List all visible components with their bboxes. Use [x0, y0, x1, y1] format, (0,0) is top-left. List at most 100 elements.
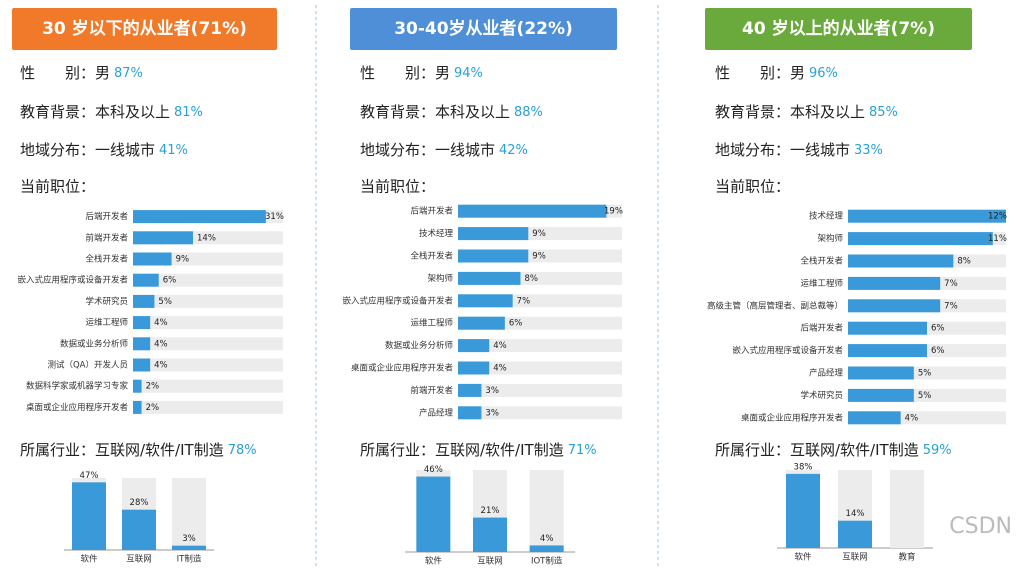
bar	[458, 271, 521, 285]
bar	[458, 361, 490, 375]
bar-track	[133, 316, 283, 330]
value-label: 9%	[532, 252, 546, 262]
column	[172, 545, 206, 550]
value-label: 3%	[485, 408, 499, 418]
category-label: 前端开发者	[410, 385, 453, 396]
category-label: 后端开发者	[85, 211, 128, 222]
stat-line: 地域分布：一线城市 41%	[20, 141, 188, 159]
category-label: 后端开发者	[410, 206, 453, 217]
value-label: 5%	[918, 391, 932, 401]
column-track	[890, 470, 924, 548]
value-label: 28%	[130, 498, 149, 508]
value-label: 38%	[794, 462, 813, 472]
column	[416, 476, 451, 552]
roles-label: 当前职位：	[20, 178, 95, 196]
category-label: 全栈开发者	[410, 251, 453, 262]
stat-value: 71%	[568, 443, 597, 458]
category-label: 前端开发者	[85, 232, 128, 243]
bar	[848, 299, 941, 313]
roles-label: 当前职位：	[715, 178, 790, 196]
header-box	[350, 8, 617, 50]
category-label: 学术研究员	[800, 390, 843, 401]
bar	[458, 339, 490, 353]
category-label: 嵌入式应用程序或设备开发者	[17, 275, 128, 286]
category-label: 数据或业务分析师	[385, 340, 454, 351]
stat-value: 88%	[514, 105, 543, 120]
bar	[848, 388, 914, 402]
category-label: 技术经理	[419, 228, 454, 239]
category-label: 软件	[794, 552, 812, 563]
bar-track	[133, 273, 283, 287]
value-label: 4%	[154, 318, 168, 328]
bar-track	[133, 358, 283, 372]
bar	[133, 294, 155, 308]
stat-line: 地域分布：一线城市 33%	[715, 141, 883, 159]
stat-line: 性 别：男 96%	[715, 64, 838, 82]
category-label: 高级主管（高层管理者、副总裁等）	[707, 300, 843, 311]
category-label: 互联网	[842, 553, 868, 563]
bar-track	[458, 339, 622, 353]
panel-title: 40 岁以上的从业者(7%)	[742, 18, 935, 39]
stat-line: 所属行业：互联网/软件/IT制造 59%	[715, 441, 952, 459]
stat-label: 所属行业：互联网/软件/IT制造	[360, 441, 564, 459]
value-label: 6%	[931, 346, 945, 356]
column-track	[172, 478, 206, 550]
category-label: 架构师	[427, 273, 453, 284]
bar	[133, 337, 151, 351]
stat-label: 教育背景：本科及以上	[360, 103, 510, 121]
bar	[133, 231, 193, 245]
category-label: 桌面或企业应用程序开发者	[351, 363, 454, 374]
stat-value: 85%	[869, 105, 898, 120]
value-label: 2%	[146, 403, 160, 413]
bar	[848, 276, 941, 290]
bar	[848, 209, 1006, 223]
value-label: 12%	[988, 212, 1007, 222]
bar	[133, 358, 151, 372]
value-label: 7%	[944, 301, 958, 311]
value-label: 9%	[532, 229, 546, 239]
bar	[133, 400, 142, 414]
value-label: 47%	[80, 471, 99, 481]
stat-value: 41%	[159, 143, 188, 158]
value-label: 4%	[493, 341, 507, 351]
category-label: 架构师	[817, 233, 843, 244]
value-label: 5%	[918, 369, 932, 379]
column	[122, 509, 156, 550]
stat-value: 94%	[454, 66, 483, 81]
column	[72, 482, 106, 550]
bar	[848, 254, 954, 268]
bar-track	[133, 379, 283, 393]
bar	[458, 249, 529, 263]
stat-label: 地域分布：一线城市	[20, 141, 155, 159]
value-label: 4%	[493, 364, 507, 374]
bar	[458, 406, 482, 420]
category-label: IOT制造	[531, 556, 563, 567]
header-box	[12, 8, 277, 50]
bar-track	[458, 383, 622, 397]
bar	[848, 411, 901, 425]
value-label: 3%	[182, 534, 196, 544]
column	[473, 517, 507, 552]
category-label: 全栈开发者	[85, 254, 128, 265]
stat-line: 所属行业：互联网/软件/IT制造 71%	[360, 441, 597, 459]
bar	[133, 210, 266, 224]
stat-label: 性 别：男	[20, 64, 110, 82]
stat-value: 59%	[923, 443, 952, 458]
category-label: 数据科学家或机器学习专家	[26, 381, 129, 392]
stat-value: 78%	[228, 443, 257, 458]
bar	[848, 321, 927, 335]
value-label: 5%	[158, 297, 172, 307]
value-label: 6%	[509, 319, 523, 329]
value-label: 31%	[265, 212, 284, 222]
value-label: 3%	[485, 386, 499, 396]
stat-line: 教育背景：本科及以上 88%	[360, 103, 543, 121]
bar	[133, 273, 159, 287]
bar-track	[458, 361, 622, 375]
bar-track	[133, 400, 283, 414]
bar-track	[133, 294, 283, 308]
value-label: 4%	[154, 361, 168, 371]
category-label: 产品经理	[419, 407, 454, 418]
stat-value: 96%	[809, 66, 838, 81]
value-label: 9%	[176, 255, 190, 265]
panel-title: 30 岁以下的从业者(71%)	[42, 18, 247, 39]
